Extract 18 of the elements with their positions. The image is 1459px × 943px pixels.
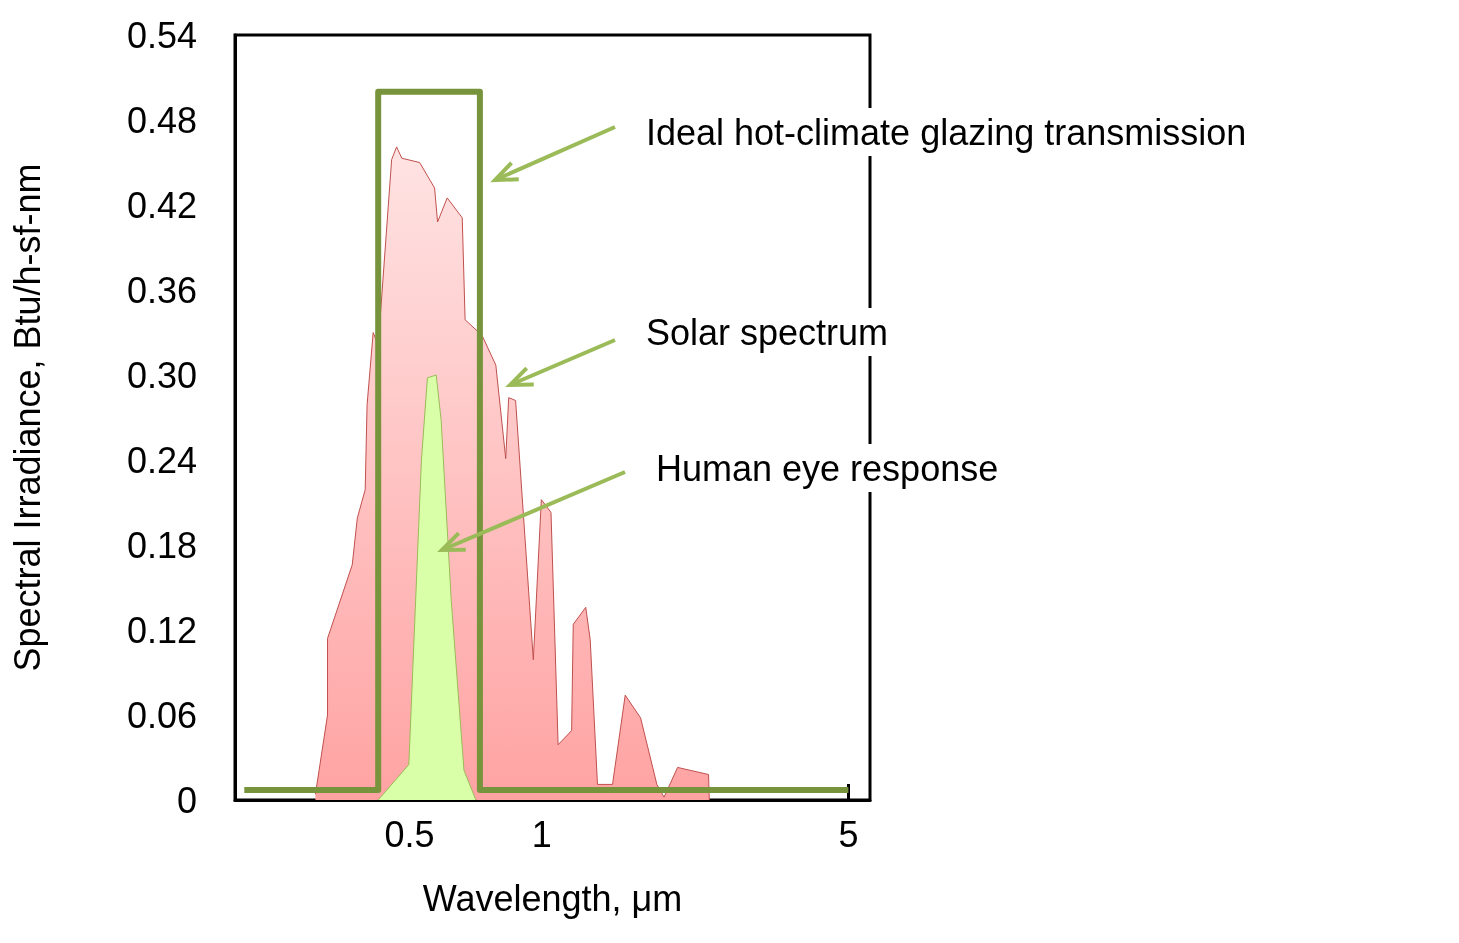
y-tick-label: 0.06 — [126, 694, 197, 736]
x-axis-title: Wavelength, μm — [422, 877, 683, 919]
x-tick-label: 1 — [531, 813, 552, 855]
x-tick-label: 0.5 — [384, 813, 435, 855]
y-tick-label: 0.18 — [126, 524, 197, 566]
x-tick-label: 5 — [838, 813, 859, 855]
annotation: Ideal hot-climate glazing transmission — [646, 111, 1247, 153]
y-tick-label: 0 — [176, 779, 197, 821]
annotation: Human eye response — [656, 447, 999, 489]
y-tick-label: 0.24 — [126, 439, 197, 481]
y-tick-label: 0.12 — [126, 609, 197, 651]
y-tick-label: 0.30 — [126, 354, 197, 396]
y-tick-label: 0.36 — [126, 269, 197, 311]
y-axis-title: Spectral Irradiance, Btu/h-sf-nm — [6, 163, 48, 672]
y-tick-label: 0.54 — [126, 14, 197, 56]
y-tick-label: 0.48 — [126, 99, 197, 141]
y-tick-label: 0.42 — [126, 184, 197, 226]
annotation: Solar spectrum — [646, 311, 889, 353]
